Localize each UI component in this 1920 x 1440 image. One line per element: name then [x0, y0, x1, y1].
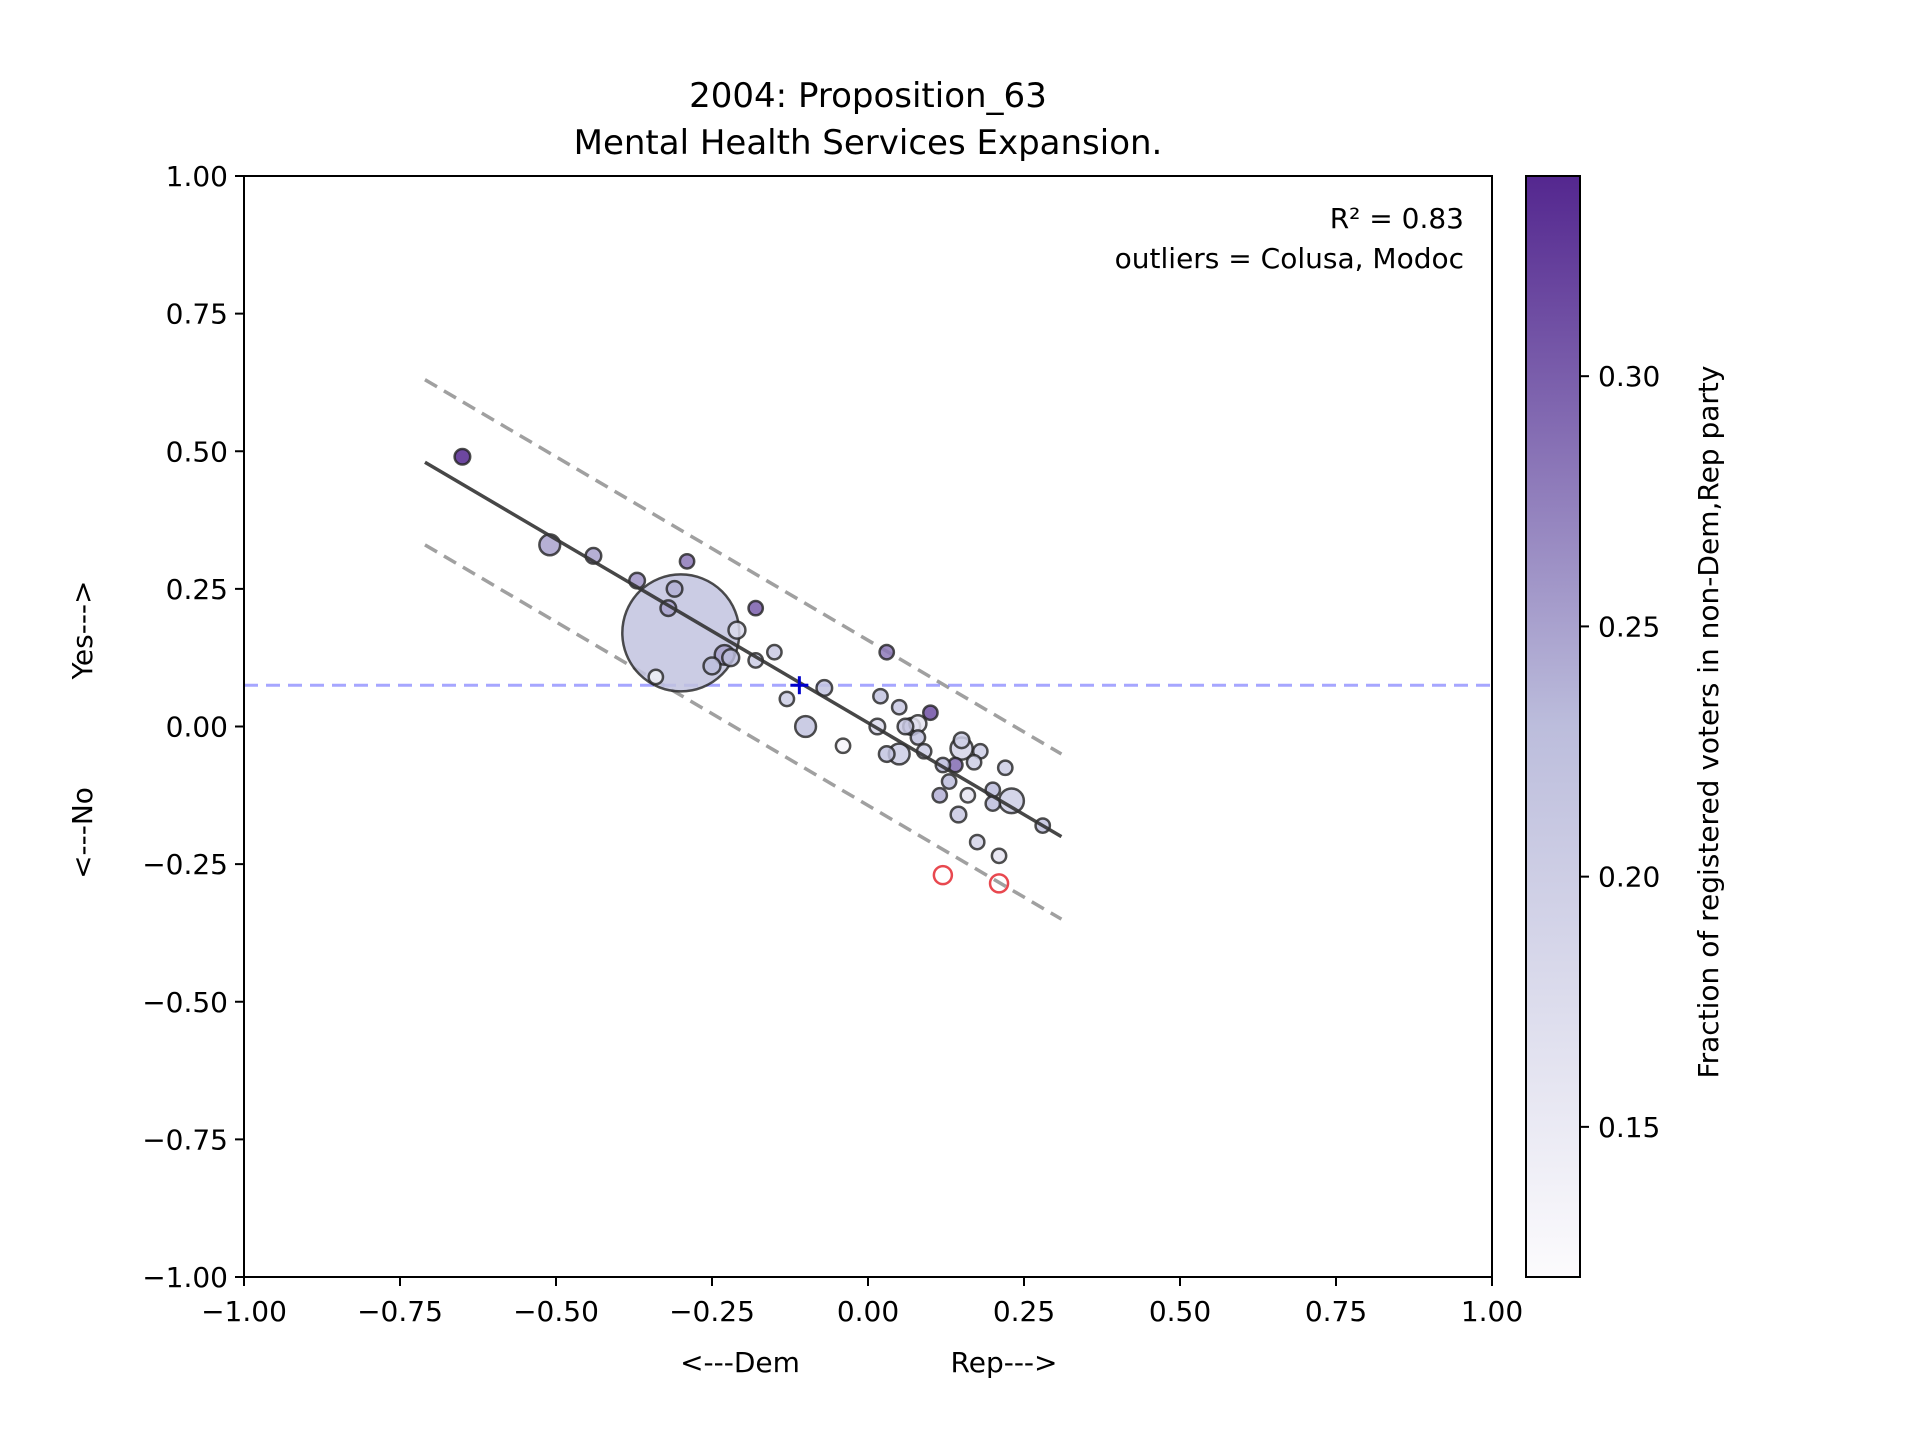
data-point: [793, 714, 818, 739]
plot-area: [244, 378, 1492, 921]
data-point: [872, 687, 889, 705]
data-point: [453, 447, 472, 466]
colorbar-tick-label: 0.20: [1598, 861, 1660, 894]
band-upper-line: [424, 378, 1063, 756]
colorbar: [1525, 175, 1581, 1278]
data-point: [878, 643, 896, 661]
data-point: [702, 656, 722, 676]
data-point: [931, 786, 949, 804]
mean-marker: [790, 676, 809, 695]
y-tick-label: 0.75: [166, 298, 228, 331]
fit-line: [424, 460, 1063, 839]
data-point: [647, 668, 665, 686]
y-tick-label: 1.00: [166, 160, 228, 193]
data-point: [996, 759, 1014, 777]
y-tick-label: 0.00: [166, 711, 228, 744]
x-axis-label-dem: <---Dem: [680, 1346, 800, 1379]
data-point: [665, 579, 684, 598]
data-point: [747, 599, 765, 617]
plot-frame: [243, 175, 1493, 1278]
outlier-point: [988, 873, 1010, 894]
data-point: [949, 805, 968, 824]
y-axis: −1.00 −0.75 −0.50 −0.25 0.00 0.25 0.50 0.75 1.00: [142, 160, 244, 1294]
data-point: [766, 643, 783, 661]
data-point: [952, 731, 971, 750]
y-axis-label-yes: Yes--->: [66, 581, 99, 681]
y-tick-label: 0.25: [166, 573, 228, 606]
data-point: [678, 552, 696, 570]
colorbar-ticks: 0.15 0.20 0.25 0.30: [1580, 360, 1660, 1144]
y-tick-label: −0.25: [142, 848, 228, 881]
data-point: [834, 737, 852, 755]
data-point: [940, 773, 958, 790]
colorbar-label: Fraction of registered voters in non-Dem…: [1692, 366, 1725, 1079]
x-tick-label: −0.25: [669, 1295, 755, 1328]
data-point: [890, 698, 908, 716]
x-axis: −1.00 −0.75 −0.50 −0.25 0.00 0.25 0.50 0.75 1.00: [201, 1277, 1523, 1328]
band-lower-line: [424, 543, 1063, 921]
colorbar-tick-label: 0.15: [1598, 1111, 1660, 1144]
data-point: [922, 704, 939, 722]
x-tick-label: −0.75: [357, 1295, 443, 1328]
x-tick-label: 0.25: [993, 1295, 1055, 1328]
data-point: [778, 690, 796, 708]
data-point: [968, 833, 986, 851]
data-point: [909, 729, 927, 746]
data-point: [959, 786, 977, 804]
data-point: [965, 753, 983, 771]
y-tick-label: −1.00: [142, 1261, 228, 1294]
y-tick-label: 0.50: [166, 435, 228, 468]
colorbar-tick-label: 0.30: [1598, 360, 1660, 393]
outliers-annotation: outliers = Colusa, Modoc: [1115, 242, 1464, 275]
data-point: [727, 620, 747, 640]
data-point: [990, 847, 1008, 865]
r-squared-annotation: R² = 0.83: [1330, 202, 1464, 235]
chart-title-line1: 2004: Proposition_63: [689, 76, 1047, 116]
y-axis-label-no: <---No: [66, 787, 99, 879]
y-tick-label: −0.75: [142, 1123, 228, 1156]
y-tick-label: −0.50: [142, 986, 228, 1019]
x-tick-label: 0.75: [1305, 1295, 1367, 1328]
data-point: [896, 717, 915, 736]
data-point: [877, 744, 896, 764]
x-tick-label: −1.00: [201, 1295, 287, 1328]
x-axis-label-rep: Rep--->: [951, 1346, 1058, 1379]
x-tick-label: 0.50: [1149, 1295, 1211, 1328]
colorbar-tick-label: 0.25: [1598, 610, 1660, 643]
chart-title-line2: Mental Health Services Expansion.: [574, 123, 1163, 163]
x-tick-label: 0.00: [837, 1295, 899, 1328]
x-tick-label: 1.00: [1461, 1295, 1523, 1328]
outlier-point: [932, 864, 954, 886]
data-point: [721, 647, 741, 668]
x-tick-label: −0.50: [513, 1295, 599, 1328]
